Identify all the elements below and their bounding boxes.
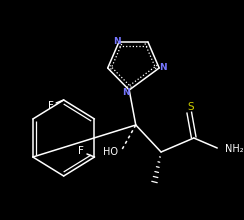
Text: N: N [122, 88, 130, 97]
Text: NH₂: NH₂ [225, 144, 243, 154]
Text: F: F [48, 101, 53, 111]
Text: N: N [113, 37, 121, 46]
Text: HO: HO [103, 147, 118, 157]
Text: F: F [78, 146, 84, 156]
Text: N: N [159, 62, 167, 72]
Text: S: S [188, 102, 194, 112]
